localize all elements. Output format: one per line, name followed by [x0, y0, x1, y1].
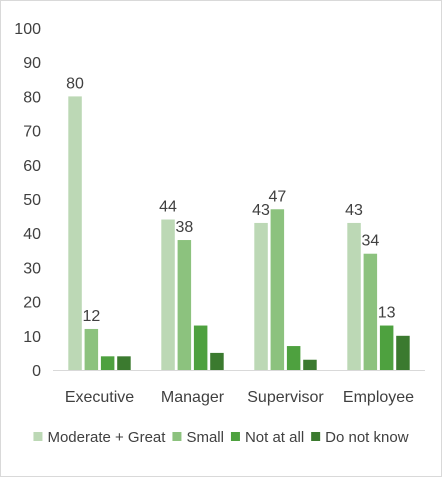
data-label: 38: [175, 219, 193, 236]
bar-executive-0: [68, 96, 82, 371]
bar-executive-1: [84, 328, 99, 370]
data-label: 43: [345, 202, 363, 219]
y-tick-label: 90: [23, 55, 41, 72]
bar-supervisor-0: [254, 222, 268, 370]
legend-swatch: [172, 432, 182, 441]
bar-employee-3: [396, 335, 410, 370]
y-tick-label: 70: [23, 124, 41, 141]
y-tick-label: 20: [23, 295, 41, 312]
y-tick-label: 10: [23, 329, 41, 346]
x-category-label: Supervisor: [247, 389, 324, 406]
bar-manager-0: [161, 219, 175, 370]
bar-executive-2: [100, 356, 115, 370]
y-tick-label: 40: [23, 226, 41, 243]
legend-label: Small: [186, 429, 224, 446]
data-label: 47: [268, 188, 286, 205]
legend-label: Moderate + Great: [47, 429, 166, 446]
bar-manager-3: [210, 352, 224, 370]
bar-manager-2: [193, 325, 208, 370]
legend-label: Do not know: [325, 429, 409, 446]
data-label: 12: [82, 308, 100, 325]
legend-swatch: [33, 432, 43, 441]
bar-executive-3: [117, 356, 131, 370]
x-category-label: Manager: [161, 389, 225, 406]
bar-employee-1: [363, 253, 378, 370]
legend-label: Not at all: [245, 429, 304, 446]
bar-employee-2: [379, 325, 394, 370]
data-label: 34: [361, 233, 379, 250]
bar-supervisor-3: [303, 359, 317, 370]
data-label: 43: [252, 202, 270, 219]
legend-swatch: [230, 432, 240, 441]
y-tick-label: 80: [23, 89, 41, 106]
bar-employee-0: [347, 222, 361, 370]
x-category-label: Executive: [65, 389, 134, 406]
y-tick-label: 30: [23, 260, 41, 277]
y-tick-label: 60: [23, 158, 41, 175]
y-tick-label: 0: [32, 363, 41, 380]
x-category-label: Employee: [343, 389, 414, 406]
y-tick-label: 50: [23, 192, 41, 209]
data-label: 44: [159, 199, 177, 216]
data-label: 80: [66, 75, 84, 92]
bar-supervisor-2: [286, 346, 301, 370]
legend-swatch: [311, 432, 321, 441]
bar-supervisor-1: [270, 209, 285, 370]
bar-manager-1: [177, 240, 192, 370]
y-tick-label: 100: [14, 21, 41, 38]
data-label: 13: [378, 305, 396, 322]
